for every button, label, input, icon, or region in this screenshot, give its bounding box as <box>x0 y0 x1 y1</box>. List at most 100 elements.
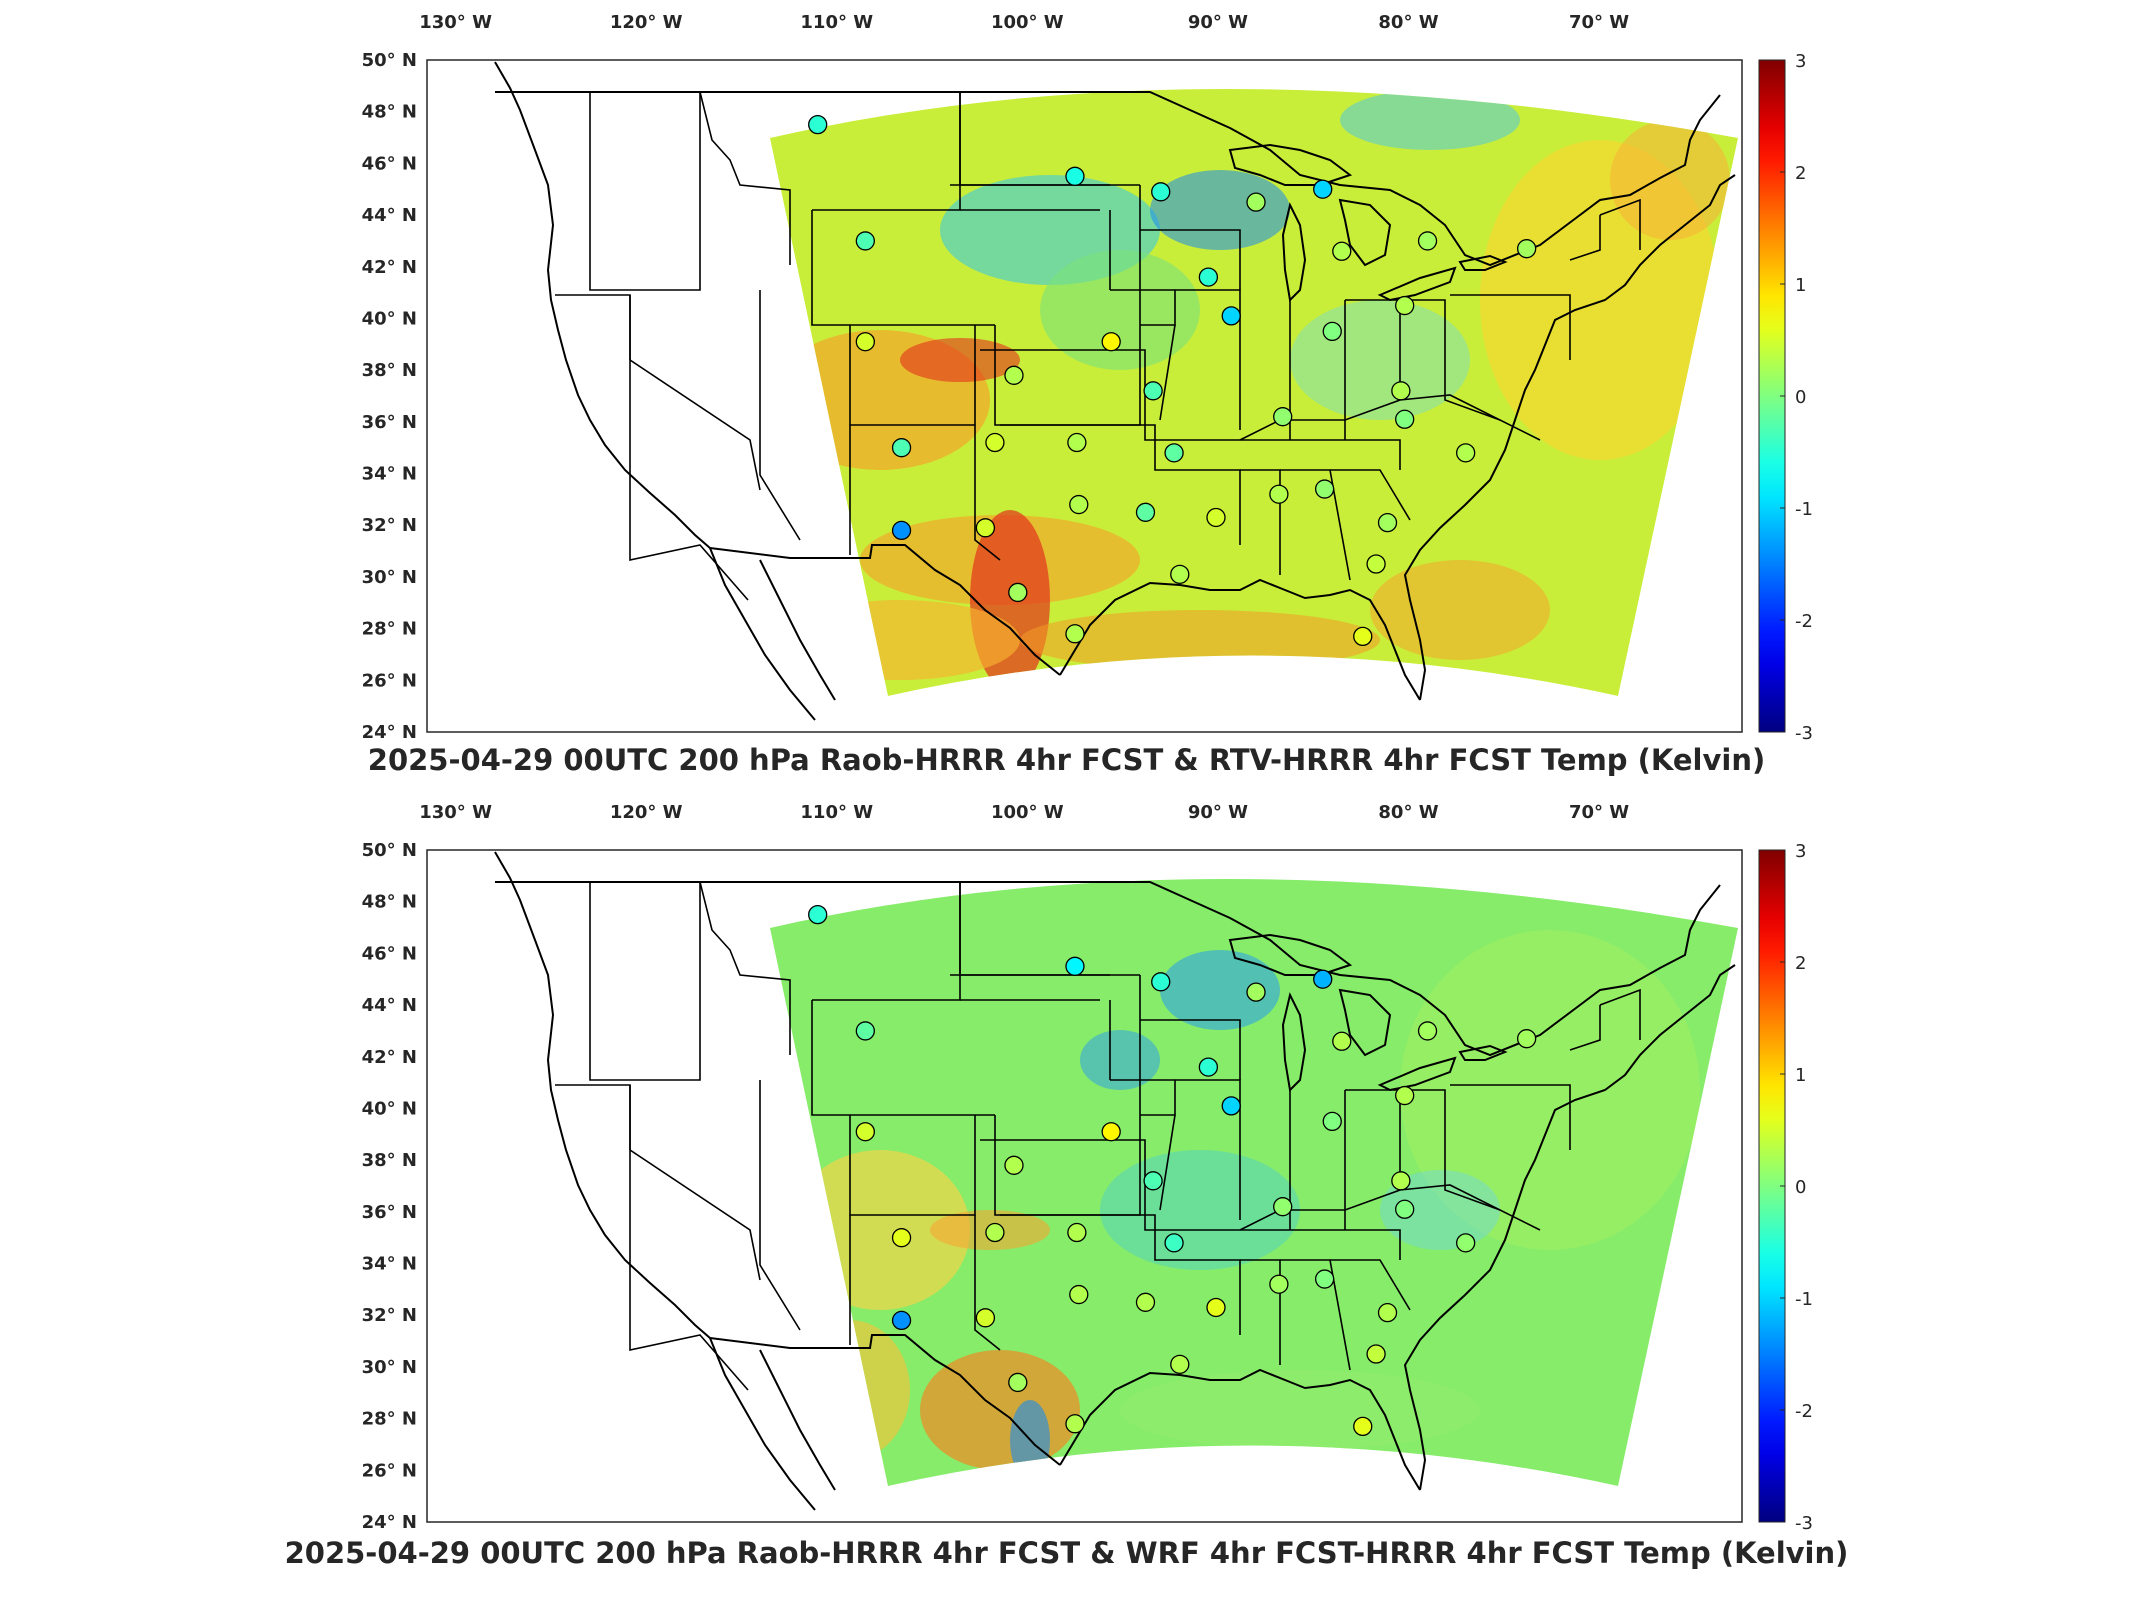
coastline <box>709 1337 816 1511</box>
raob-station-marker <box>1135 502 1156 522</box>
latitude-tick-label: 34° N <box>362 1254 417 1275</box>
field-feature <box>1150 170 1290 250</box>
field-feature <box>1080 1030 1160 1090</box>
raob-station-marker <box>1151 182 1171 202</box>
raob-station-marker <box>1516 239 1537 259</box>
raob-station-marker <box>1170 1354 1190 1374</box>
state-border <box>1400 299 1501 421</box>
latitude-tick-label: 26° N <box>362 670 417 691</box>
raob-station-marker <box>1198 267 1219 287</box>
raob-station-marker <box>1314 1269 1335 1289</box>
longitude-tick-label: 90° W <box>1188 802 1248 823</box>
longitude-tick-label: 120° W <box>610 802 683 823</box>
raob-station-marker <box>1067 1222 1087 1243</box>
state-border <box>1175 229 1241 290</box>
latitude-tick-label: 32° N <box>362 515 417 536</box>
coastline <box>1059 578 1421 701</box>
raob-station-marker <box>1008 1372 1028 1393</box>
field-feature <box>1400 930 1700 1250</box>
longitude-tick-label: 90° W <box>1188 12 1248 33</box>
field-feature <box>1020 610 1380 670</box>
raob-station-marker <box>1246 982 1266 1002</box>
state-border <box>974 425 1001 561</box>
field-feature <box>900 338 1020 382</box>
raob-station-marker <box>1456 1233 1476 1253</box>
raob-station-marker <box>808 904 828 925</box>
map-figure-bottom: 130° W 120° W 110° W 100° W 90° W 80° W 70° W 5… <box>362 802 1813 1534</box>
raob-station-marker <box>975 518 996 538</box>
longitude-tick-label: 100° W <box>991 802 1064 823</box>
latitude-tick-label: 30° N <box>362 567 417 588</box>
raob-station-marker <box>891 1228 912 1248</box>
coastline <box>1338 988 1392 1057</box>
map-panel-bottom: 130° W 120° W 110° W 100° W 90° W 80° W 70° W 5… <box>0 790 2133 1600</box>
state-border <box>1159 324 1176 421</box>
latitude-tick-label: 40° N <box>362 308 417 329</box>
state-border <box>629 295 749 601</box>
coastline <box>1403 964 1736 1491</box>
latitude-tick-label: 42° N <box>362 1047 417 1068</box>
raob-station-marker <box>1164 443 1184 463</box>
raob-station-marker <box>1069 494 1089 515</box>
coastline <box>1059 1368 1421 1491</box>
raob-station-marker <box>1353 1416 1373 1437</box>
state-border <box>1569 1005 1601 1051</box>
field-feature <box>1370 560 1550 660</box>
raob-station-marker <box>1456 443 1476 463</box>
raob-station-marker <box>1101 1122 1121 1142</box>
panel-title-bottom: 2025-04-29 00UTC 200 hPa Raob-HRRR 4hr F… <box>284 1536 1849 1570</box>
raob-station-marker <box>985 1222 1005 1243</box>
longitude-tick-label: 110° W <box>800 12 873 33</box>
raob-station-marker <box>1143 381 1163 401</box>
latitude-tick-label: 36° N <box>362 1202 417 1223</box>
coastline <box>494 851 711 1339</box>
state-border <box>629 359 761 491</box>
raob-station-marker <box>1366 554 1386 574</box>
longitude-tick-label: 80° W <box>1378 802 1438 823</box>
colorbar-tick-label: -3 <box>1795 1513 1813 1534</box>
raob-station-marker <box>1366 1344 1386 1364</box>
coastline <box>1458 254 1508 271</box>
field-feature <box>1100 1150 1300 1270</box>
raob-station-marker <box>1004 365 1024 385</box>
colorbar-tick-label: 1 <box>1795 1065 1806 1086</box>
field-feature <box>1040 250 1200 370</box>
latitude-tick-label: 38° N <box>362 1150 417 1171</box>
latitude-tick-label: 44° N <box>362 995 417 1016</box>
raob-station-marker <box>1313 179 1333 199</box>
field-feature <box>1120 1370 1480 1450</box>
raob-station-marker <box>1417 231 1438 251</box>
longitude-tick-label: 80° W <box>1378 12 1438 33</box>
latitude-tick-label: 28° N <box>362 619 417 640</box>
state-border <box>849 325 976 426</box>
raob-station-marker <box>1246 192 1266 212</box>
coastline <box>709 1334 1061 1466</box>
colorbar-tick-label: 3 <box>1795 841 1806 862</box>
raob-station-marker <box>975 1308 996 1328</box>
raob-station-marker <box>1065 624 1085 644</box>
raob-station-marker <box>1151 972 1171 992</box>
raob-station-marker <box>855 332 875 352</box>
latitude-tick-label: 44° N <box>362 205 417 226</box>
raob-station-marker <box>1065 166 1085 186</box>
raob-station-marker <box>1065 1414 1085 1434</box>
raob-station-marker <box>1198 1057 1219 1077</box>
raob-station-marker <box>1164 1233 1184 1253</box>
raob-station-marker <box>1395 1085 1415 1106</box>
raob-station-marker <box>1101 332 1121 352</box>
state-border <box>589 92 701 291</box>
latitude-tick-label: 24° N <box>362 722 417 743</box>
state-border <box>629 1149 761 1281</box>
raob-station-marker <box>1391 381 1411 401</box>
state-border <box>1330 469 1411 521</box>
state-border <box>1159 1114 1176 1211</box>
raob-station-marker <box>1377 1302 1398 1323</box>
colorbar-tick-label: -1 <box>1795 499 1813 520</box>
colorbar-tick-label: -2 <box>1795 1401 1813 1422</box>
state-border <box>1599 988 1641 1040</box>
longitude-tick-label: 120° W <box>610 12 683 33</box>
raob-station-marker <box>1221 1096 1241 1116</box>
raob-station-marker <box>1143 1171 1163 1191</box>
raob-station-marker <box>1314 479 1335 499</box>
latitude-tick-label: 50° N <box>362 50 417 71</box>
